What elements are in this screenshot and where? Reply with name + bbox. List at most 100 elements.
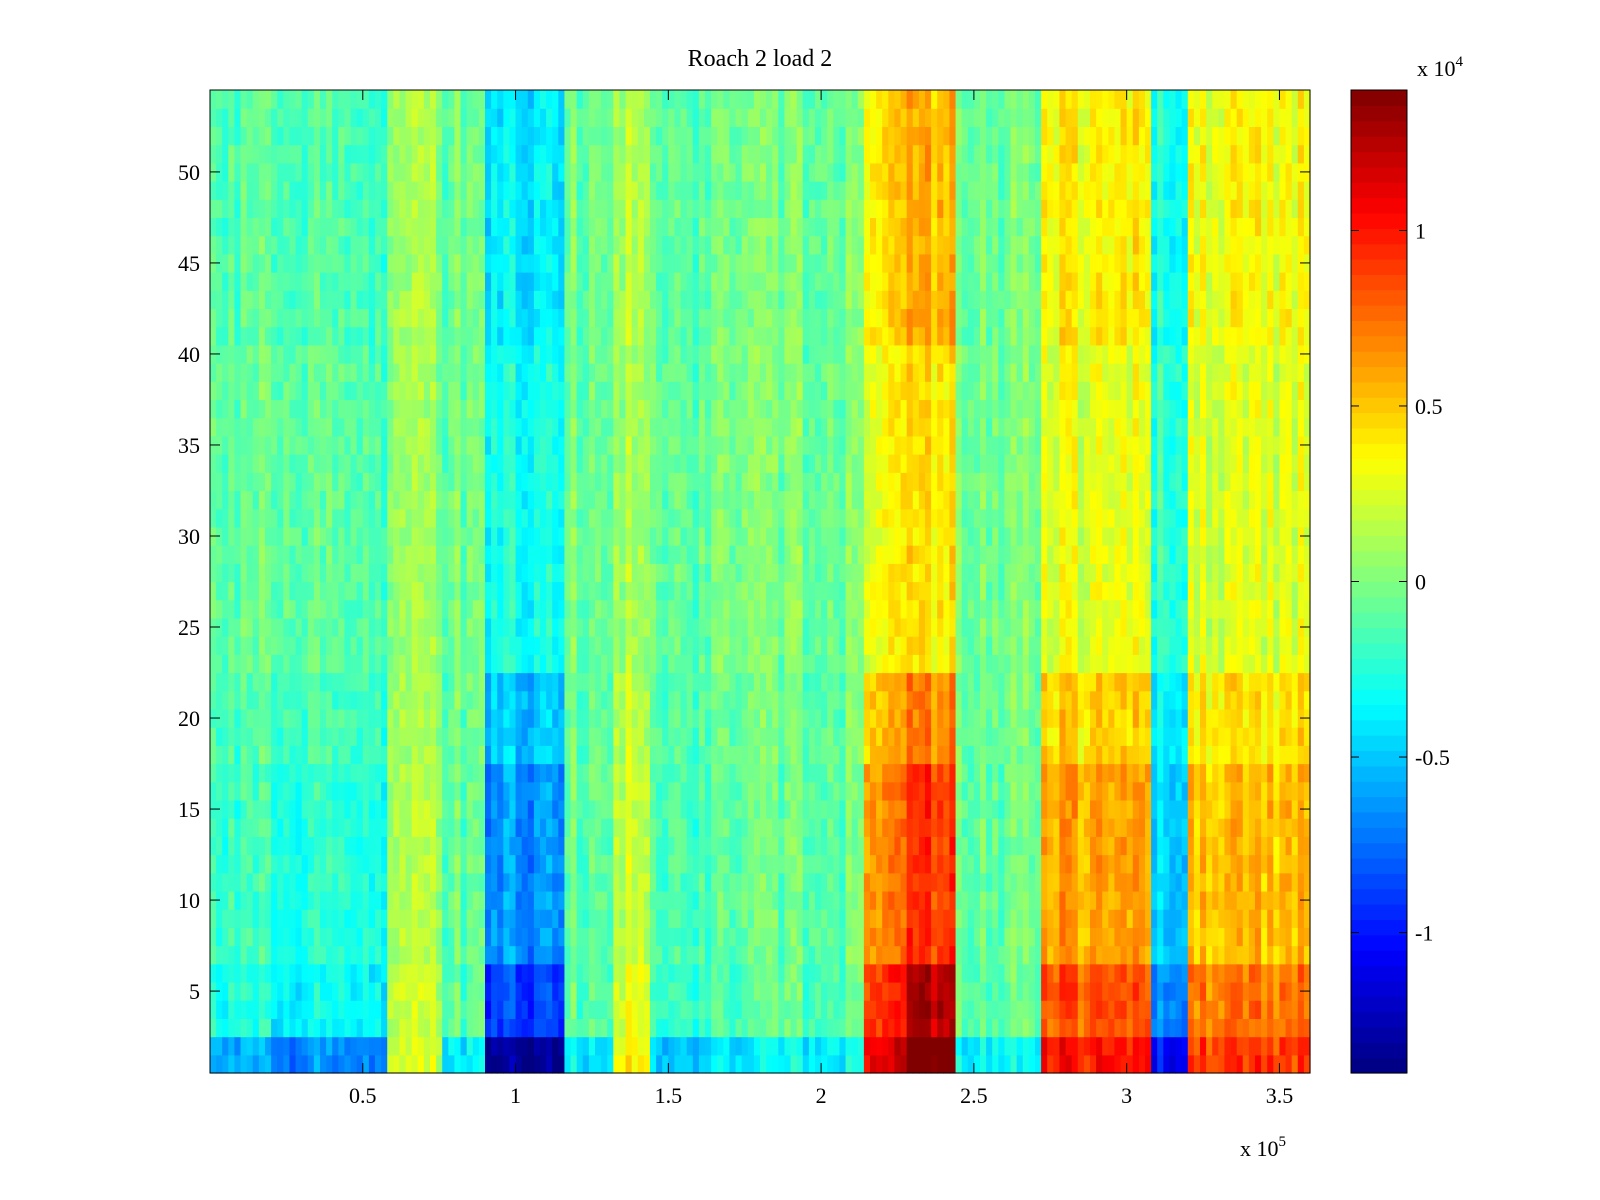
heatmap-cell	[289, 326, 297, 346]
heatmap-cell	[326, 581, 333, 601]
heatmap-cell	[478, 399, 486, 419]
heatmap-cell	[436, 563, 443, 583]
heatmap-cell	[607, 417, 614, 437]
heatmap-cell	[576, 799, 584, 819]
heatmap-cell	[747, 181, 755, 200]
heatmap-cell	[289, 836, 297, 856]
heatmap-cell	[216, 872, 223, 892]
heatmap-cell	[753, 909, 761, 928]
heatmap-cell	[252, 818, 260, 837]
heatmap-cell	[570, 599, 578, 619]
heatmap-cell	[228, 763, 236, 783]
heatmap-cell	[417, 727, 425, 746]
heatmap-cell	[674, 781, 682, 801]
heatmap-cell	[399, 490, 407, 510]
heatmap-cell	[485, 399, 492, 419]
heatmap-cell	[222, 90, 229, 109]
heatmap-cell	[326, 344, 333, 364]
heatmap-cell	[576, 836, 584, 856]
heatmap-cell	[491, 654, 498, 674]
heatmap-cell	[442, 818, 449, 837]
heatmap-cell	[228, 672, 236, 692]
heatmap-cell	[588, 690, 596, 710]
heatmap-cell	[735, 235, 743, 255]
heatmap-cell	[466, 290, 474, 310]
heatmap-cell	[717, 435, 724, 455]
heatmap-cell	[662, 781, 669, 801]
heatmap-cell	[368, 435, 376, 455]
heatmap-cell	[442, 654, 449, 674]
heatmap-cell	[265, 599, 272, 619]
heatmap-cell	[387, 799, 394, 819]
heatmap-cell	[680, 199, 688, 219]
heatmap-cell	[656, 799, 663, 819]
heatmap-cell	[326, 799, 333, 819]
heatmap-cell	[271, 654, 278, 674]
heatmap-cell	[662, 563, 669, 583]
heatmap-cell	[491, 963, 498, 983]
heatmap-cell	[338, 636, 346, 655]
heatmap-cell	[656, 945, 663, 965]
heatmap-cell	[381, 253, 388, 273]
heatmap-cell	[338, 363, 346, 382]
heatmap-cell	[344, 126, 352, 146]
heatmap-cell	[301, 399, 309, 419]
heatmap-cell	[222, 326, 229, 346]
heatmap-cell	[662, 1054, 669, 1074]
heatmap-cell	[228, 927, 236, 947]
heatmap-cell	[387, 818, 394, 837]
heatmap-cell	[570, 818, 578, 837]
heatmap-cell	[564, 126, 572, 146]
heatmap-cell	[698, 1000, 706, 1019]
heatmap-cell	[289, 617, 297, 637]
heatmap-cell	[246, 581, 254, 601]
heatmap-cell	[753, 617, 761, 637]
heatmap-cell	[246, 981, 254, 1001]
heatmap-cell	[619, 162, 627, 182]
heatmap-cell	[552, 890, 559, 910]
heatmap-cell	[753, 763, 761, 783]
heatmap-cell	[766, 526, 773, 546]
heatmap-cell	[411, 763, 419, 783]
heatmap-cell	[393, 90, 401, 109]
heatmap-cell	[338, 344, 346, 364]
heatmap-cell	[307, 727, 315, 746]
heatmap-cell	[454, 435, 462, 455]
heatmap-cell	[692, 1018, 700, 1038]
heatmap-cell	[338, 599, 346, 619]
heatmap-cell	[283, 308, 291, 328]
heatmap-cell	[387, 472, 394, 492]
heatmap-cell	[436, 435, 443, 455]
heatmap-cell	[216, 909, 223, 928]
heatmap-cell	[753, 472, 761, 492]
heatmap-cell	[680, 909, 688, 928]
heatmap-cell	[521, 326, 529, 346]
heatmap-cell	[289, 981, 297, 1001]
heatmap-cell	[747, 818, 755, 837]
heatmap-cell	[301, 508, 309, 528]
heatmap-cell	[570, 1036, 578, 1056]
heatmap-cell	[436, 690, 443, 710]
heatmap-cell	[497, 162, 504, 182]
heatmap-cell	[283, 599, 291, 619]
heatmap-cell	[216, 1000, 223, 1019]
heatmap-cell	[643, 217, 651, 237]
heatmap-cell	[246, 90, 254, 109]
heatmap-cell	[246, 144, 254, 164]
heatmap-cell	[271, 672, 278, 692]
heatmap-cell	[393, 818, 401, 837]
heatmap-cell	[246, 308, 254, 328]
heatmap-cell	[637, 1000, 645, 1019]
heatmap-cell	[735, 872, 743, 892]
heatmap-cell	[430, 1054, 437, 1074]
heatmap-cell	[460, 1054, 468, 1074]
heatmap-cell	[405, 1054, 413, 1074]
heatmap-cell	[656, 981, 663, 1001]
heatmap-cell	[760, 890, 767, 910]
heatmap-cell	[564, 217, 572, 237]
heatmap-cell	[625, 272, 633, 291]
heatmap-cell	[460, 508, 468, 528]
heatmap-cell	[466, 963, 474, 983]
heatmap-cell	[741, 672, 749, 692]
heatmap-cell	[766, 545, 773, 564]
